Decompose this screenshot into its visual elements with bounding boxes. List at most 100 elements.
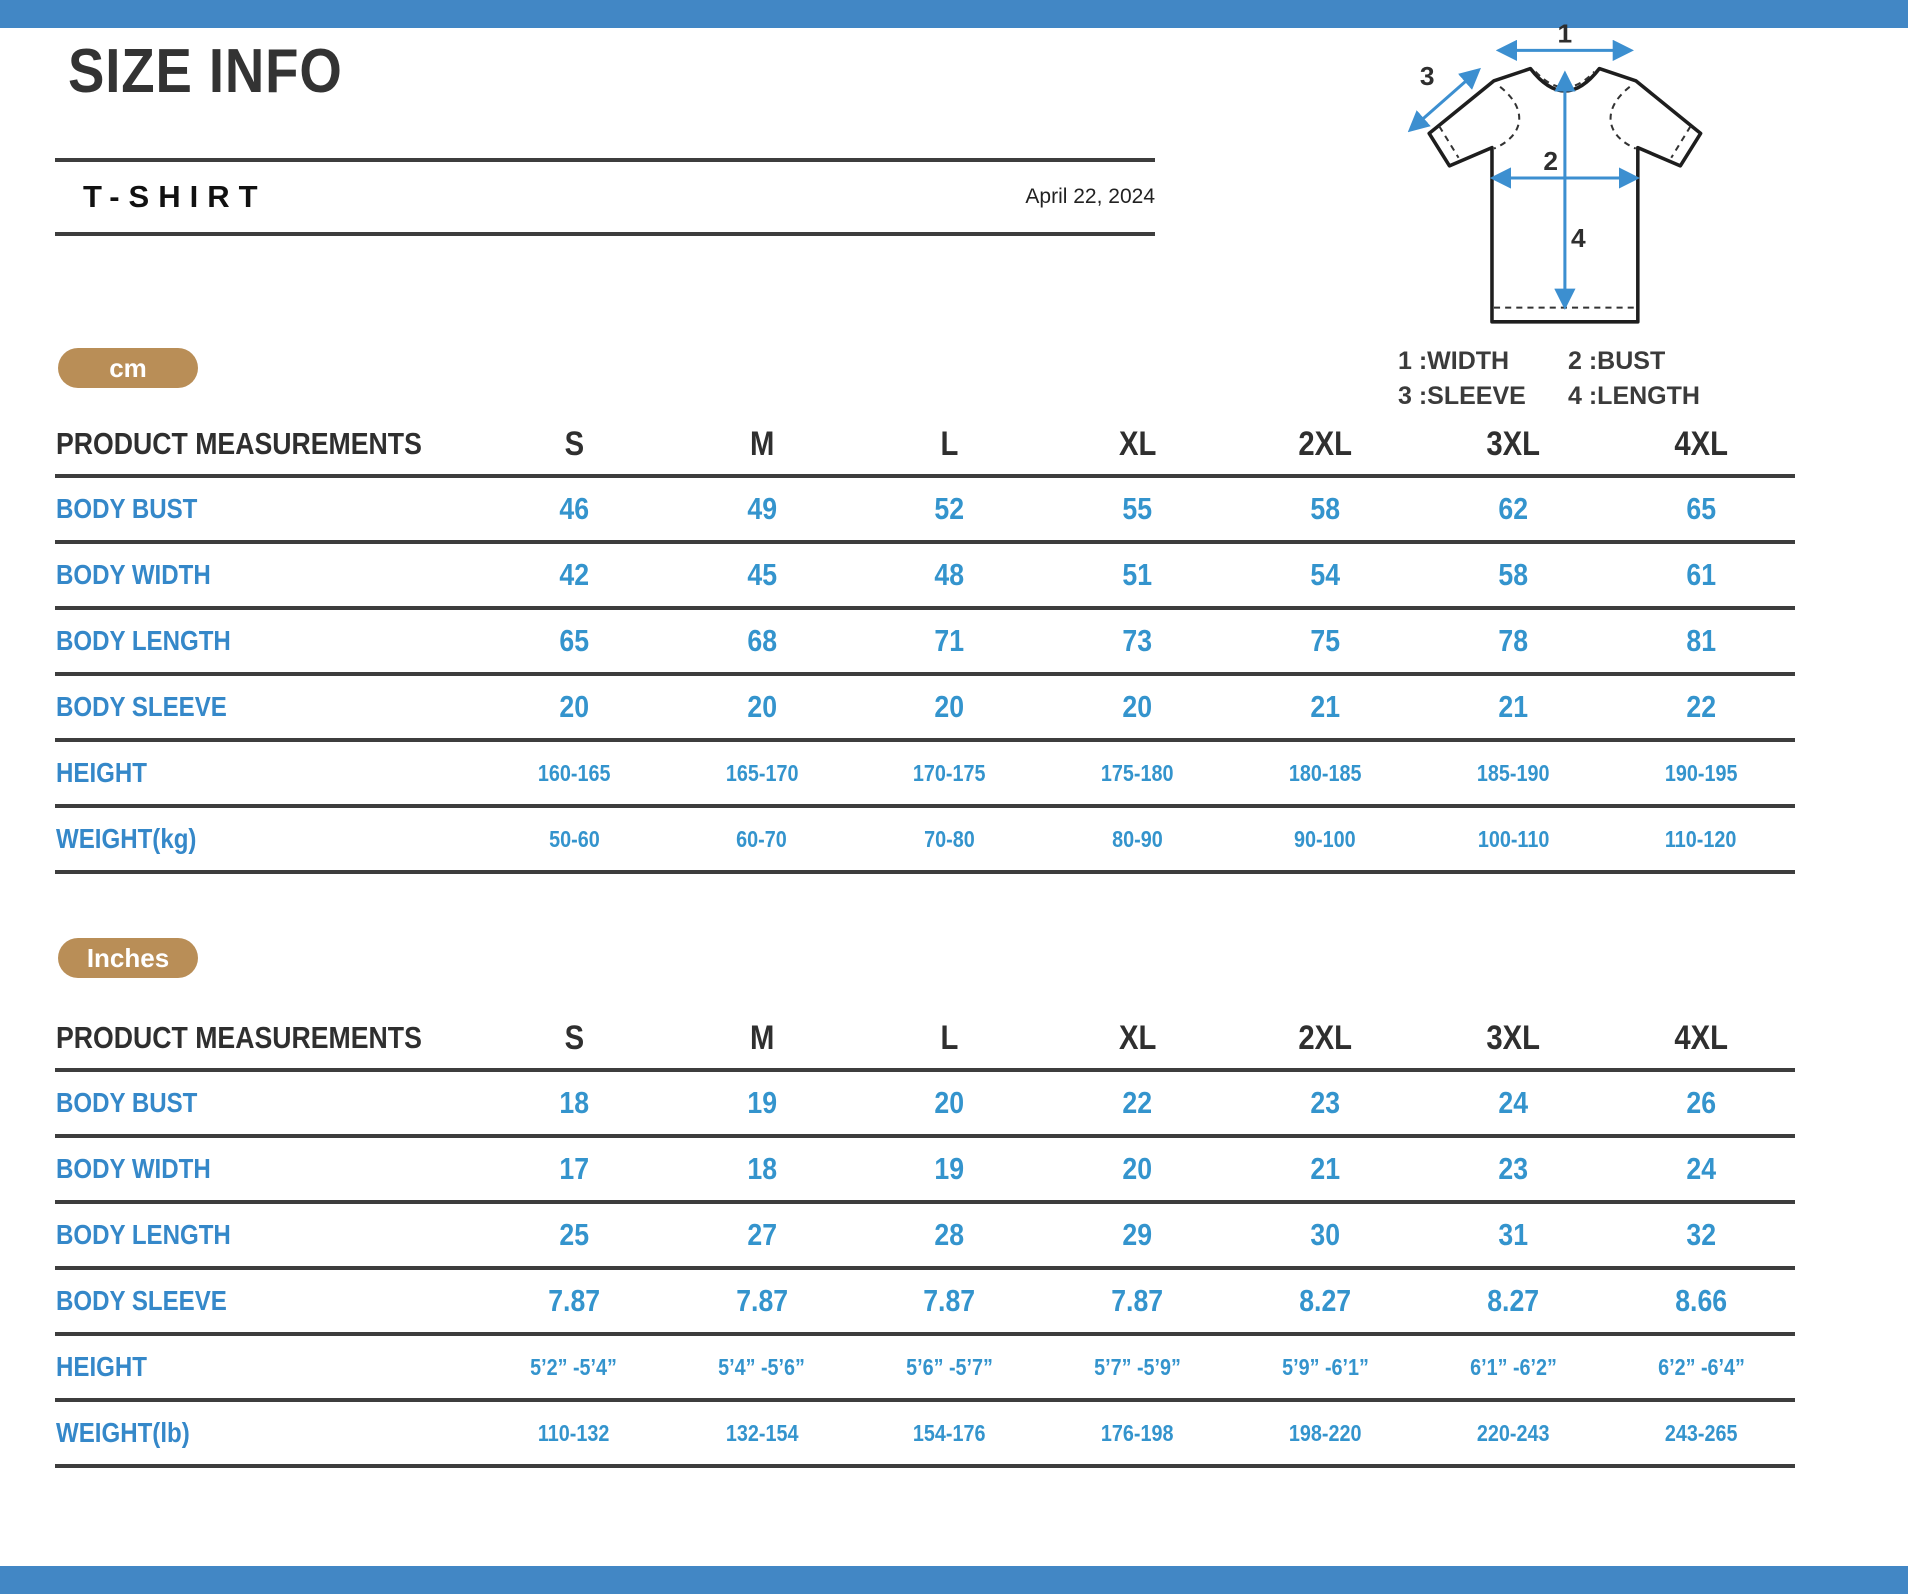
value-cell: 22 xyxy=(1686,689,1716,724)
value-cell: 160-165 xyxy=(537,759,611,786)
size-header-row: PRODUCT MEASUREMENTS S M L XL 2XL 3XL 4X… xyxy=(55,1008,1795,1072)
value-cell: 20 xyxy=(934,689,965,724)
value-cell: 185-190 xyxy=(1476,759,1550,786)
value-cell: 8.66 xyxy=(1675,1283,1727,1318)
legend-item-width: 1 :WIDTH xyxy=(1398,347,1510,375)
size-col-header-2xl: 2XL xyxy=(1298,1018,1353,1057)
top-accent-bar xyxy=(0,0,1908,28)
left-armhole-seam xyxy=(1493,86,1521,150)
value-cell: 21 xyxy=(1310,1151,1341,1186)
value-cell: 7.87 xyxy=(923,1283,976,1318)
value-cell: 52 xyxy=(934,491,965,526)
value-cell: 19 xyxy=(934,1151,965,1186)
size-col-header-s: S xyxy=(564,424,584,463)
table-row: HEIGHT 5’2” -5’4” 5’4” -5’6” 5’6” -5’7” … xyxy=(55,1334,1795,1402)
value-cell: 170-175 xyxy=(913,759,986,786)
table-row: BODY WIDTH 42 45 48 51 54 58 61 xyxy=(55,542,1795,610)
row-label: BODY LENGTH xyxy=(56,1219,231,1250)
legend-item-sleeve: 3 :SLEEVE xyxy=(1398,382,1526,410)
size-col-header-4xl: 4XL xyxy=(1674,1018,1728,1057)
value-cell: 20 xyxy=(1122,689,1153,724)
row-label: WEIGHT(kg) xyxy=(56,823,197,854)
product-name: T-SHIRT xyxy=(83,179,267,214)
sleeve-marker: 3 xyxy=(1420,61,1435,91)
value-cell: 154-176 xyxy=(913,1419,986,1446)
value-cell: 175-180 xyxy=(1101,759,1174,786)
value-cell: 27 xyxy=(746,1217,777,1252)
value-cell: 220-243 xyxy=(1476,1419,1550,1446)
value-cell: 6’2” -6’4” xyxy=(1657,1353,1745,1380)
value-cell: 198-220 xyxy=(1288,1419,1362,1446)
value-cell: 176-198 xyxy=(1101,1419,1174,1446)
row-label: BODY WIDTH xyxy=(56,1153,211,1184)
value-cell: 30 xyxy=(1310,1217,1341,1252)
value-cell: 6’1” -6’2” xyxy=(1469,1353,1557,1380)
size-col-header-2xl: 2XL xyxy=(1298,424,1353,463)
size-col-header-xl: XL xyxy=(1118,424,1157,463)
value-cell: 100-110 xyxy=(1477,825,1549,852)
value-cell: 8.27 xyxy=(1487,1283,1540,1318)
value-cell: 19 xyxy=(746,1085,777,1120)
size-table-inches: PRODUCT MEASUREMENTS S M L XL 2XL 3XL 4X… xyxy=(55,1008,1795,1468)
value-cell: 190-195 xyxy=(1664,759,1738,786)
value-cell: 60-70 xyxy=(736,825,788,852)
value-cell: 20 xyxy=(1122,1151,1153,1186)
value-cell: 55 xyxy=(1122,491,1153,526)
value-cell: 50-60 xyxy=(548,825,600,852)
table-row: BODY LENGTH 65 68 71 73 75 78 81 xyxy=(55,608,1795,676)
row-label: BODY LENGTH xyxy=(56,625,231,656)
value-cell: 25 xyxy=(559,1217,589,1252)
value-cell: 17 xyxy=(559,1151,589,1186)
value-cell: 24 xyxy=(1686,1151,1716,1186)
value-cell: 46 xyxy=(559,491,589,526)
row-label: BODY BUST xyxy=(56,493,198,524)
size-col-header-3xl: 3XL xyxy=(1486,1018,1540,1057)
value-cell: 21 xyxy=(1498,689,1528,724)
value-cell: 165-170 xyxy=(725,759,799,786)
value-cell: 29 xyxy=(1122,1217,1153,1252)
size-col-header-l: L xyxy=(940,1018,959,1057)
row-label: WEIGHT(lb) xyxy=(56,1417,190,1448)
value-cell: 20 xyxy=(746,689,777,724)
value-cell: 58 xyxy=(1310,491,1341,526)
bust-marker: 2 xyxy=(1543,146,1558,176)
value-cell: 5’4” -5’6” xyxy=(718,1353,806,1380)
value-cell: 180-185 xyxy=(1288,759,1362,786)
size-col-header-xl: XL xyxy=(1118,1018,1157,1057)
value-cell: 49 xyxy=(746,491,777,526)
row-label: BODY SLEEVE xyxy=(56,1285,227,1316)
table-row: BODY BUST 18 19 20 22 23 24 26 xyxy=(55,1070,1795,1138)
date-label: April 22, 2024 xyxy=(1025,185,1155,208)
value-cell: 65 xyxy=(559,623,589,658)
value-cell: 45 xyxy=(746,557,777,592)
value-cell: 7.87 xyxy=(1111,1283,1164,1318)
table-row: HEIGHT 160-165 165-170 170-175 175-180 1… xyxy=(55,740,1795,808)
value-cell: 243-265 xyxy=(1664,1419,1738,1446)
measurements-header: PRODUCT MEASUREMENTS xyxy=(56,1020,422,1055)
row-label: BODY SLEEVE xyxy=(56,691,227,722)
size-col-header-l: L xyxy=(940,424,959,463)
value-cell: 24 xyxy=(1498,1085,1528,1120)
value-cell: 7.87 xyxy=(735,1283,788,1318)
table-row: BODY BUST 46 49 52 55 58 62 65 xyxy=(55,476,1795,544)
value-cell: 54 xyxy=(1310,557,1341,592)
legend-item-length: 4 :LENGTH xyxy=(1568,382,1700,410)
product-band: T-SHIRT April 22, 2024 xyxy=(55,158,1155,236)
table-row: BODY LENGTH 25 27 28 29 30 31 32 xyxy=(55,1202,1795,1270)
value-cell: 70-80 xyxy=(924,825,975,852)
page-title: SIZE INFO xyxy=(68,37,343,106)
value-cell: 80-90 xyxy=(1112,825,1163,852)
right-armhole-seam xyxy=(1609,86,1637,150)
value-cell: 48 xyxy=(934,557,965,592)
row-label: BODY BUST xyxy=(56,1087,198,1118)
value-cell: 20 xyxy=(934,1085,965,1120)
row-label: HEIGHT xyxy=(56,757,147,788)
table-row: BODY WIDTH 17 18 19 20 21 23 24 xyxy=(55,1136,1795,1204)
value-cell: 90-100 xyxy=(1294,825,1357,852)
value-cell: 71 xyxy=(934,623,965,658)
value-cell: 31 xyxy=(1498,1217,1528,1252)
value-cell: 5’7” -5’9” xyxy=(1094,1353,1181,1380)
value-cell: 81 xyxy=(1686,623,1716,658)
row-label: BODY WIDTH xyxy=(56,559,211,590)
value-cell: 78 xyxy=(1498,623,1528,658)
